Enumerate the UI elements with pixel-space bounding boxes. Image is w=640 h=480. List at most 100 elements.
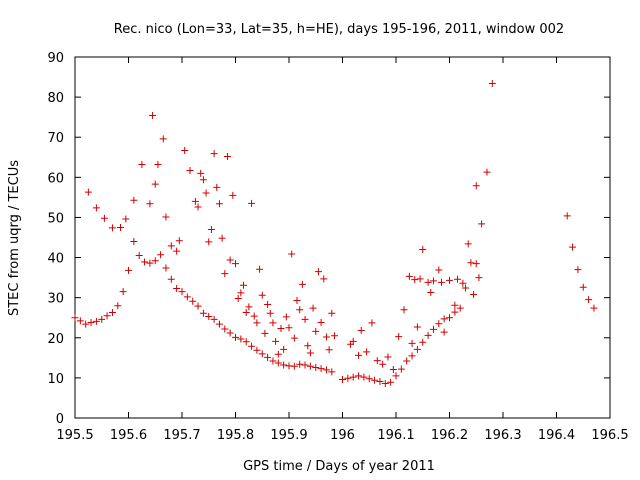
- data-point: [98, 315, 106, 323]
- data-point: [419, 246, 427, 254]
- data-point: [162, 213, 170, 221]
- data-point: [205, 238, 213, 246]
- data-point: [130, 238, 138, 246]
- data-point: [355, 372, 363, 380]
- data-point: [317, 365, 325, 373]
- data-point: [151, 180, 159, 188]
- data-point: [312, 327, 320, 335]
- data-point: [167, 242, 175, 250]
- data-point: [232, 260, 239, 268]
- data-point: [467, 259, 475, 267]
- x-axis: 195.5 195.6 195.7 195.8 195.9 196 196.1 196.2 19…: [56, 57, 629, 443]
- data-point: [397, 365, 405, 373]
- data-point: [451, 308, 459, 316]
- data-point: [277, 325, 285, 333]
- data-point: [213, 183, 221, 191]
- data-point: [103, 312, 111, 320]
- data-point: [215, 200, 223, 208]
- data-point: [403, 357, 411, 365]
- data-point: [151, 257, 159, 265]
- data-point: [472, 260, 480, 268]
- data-point: [84, 188, 92, 196]
- data-point: [245, 303, 253, 311]
- data-point: [226, 256, 234, 264]
- data-point: [339, 375, 346, 383]
- data-point: [146, 200, 154, 208]
- data-point: [207, 225, 215, 233]
- data-point: [149, 112, 157, 120]
- data-point: [269, 357, 277, 365]
- data-point: [202, 189, 210, 197]
- data-point: [320, 275, 328, 283]
- data-point: [454, 275, 462, 283]
- data-point: [197, 169, 205, 177]
- plot-frame: [74, 56, 611, 419]
- x-tick-label: 196.4: [538, 428, 575, 443]
- y-tick-label: 60: [47, 171, 64, 186]
- data-point: [579, 283, 587, 291]
- data-point: [125, 266, 132, 274]
- data-point: [290, 362, 298, 370]
- data-point: [226, 329, 234, 337]
- y-tick-label: 80: [47, 91, 64, 106]
- data-point: [357, 327, 365, 335]
- data-point: [141, 258, 149, 266]
- data-point: [304, 342, 312, 350]
- data-point: [173, 284, 181, 292]
- data-point: [322, 333, 330, 341]
- data-point: [167, 275, 175, 283]
- data-point: [322, 366, 330, 374]
- data-point: [435, 266, 443, 274]
- y-tick-label: 50: [47, 211, 64, 226]
- data-point: [427, 288, 435, 296]
- data-point: [408, 352, 416, 360]
- data-point: [459, 279, 467, 287]
- data-point: [456, 304, 464, 312]
- data-point: [290, 334, 298, 342]
- data-point: [76, 317, 84, 325]
- data-point: [408, 339, 416, 347]
- y-tick-label: 20: [47, 332, 64, 347]
- data-point: [92, 317, 100, 325]
- data-point: [191, 197, 199, 205]
- x-tick-label: 195.5: [56, 428, 93, 443]
- data-point: [258, 350, 266, 358]
- data-point: [215, 320, 223, 328]
- data-point: [424, 278, 432, 286]
- data-point: [376, 377, 384, 385]
- data-point: [253, 346, 261, 354]
- data-point: [183, 293, 191, 301]
- data-point: [389, 365, 397, 373]
- x-axis-label: GPS time / Days of year 2011: [243, 459, 435, 474]
- data-point: [478, 220, 486, 228]
- data-point: [130, 196, 138, 204]
- data-point: [178, 288, 186, 296]
- data-point: [306, 362, 314, 370]
- y-tick-label: 40: [47, 252, 64, 267]
- data-point: [440, 328, 448, 336]
- data-point: [365, 375, 373, 383]
- data-point: [446, 276, 453, 284]
- data-point: [280, 361, 288, 369]
- data-point: [392, 372, 400, 380]
- data-point: [237, 289, 245, 297]
- data-point: [296, 360, 304, 368]
- x-tick-label: 196: [330, 428, 355, 443]
- data-point: [312, 363, 320, 371]
- data-point: [411, 276, 419, 284]
- data-point: [416, 275, 424, 283]
- data-point: [429, 277, 437, 285]
- data-point: [223, 152, 231, 160]
- data-point: [381, 380, 389, 388]
- data-point: [298, 280, 306, 288]
- data-point: [330, 332, 338, 340]
- y-axis: 0 10 20 30 40 50 60 70 80 90: [47, 51, 610, 427]
- y-tick-label: 70: [47, 131, 64, 146]
- data-point: [325, 346, 333, 354]
- data-point: [285, 324, 293, 332]
- x-tick-label: 196.3: [484, 428, 521, 443]
- chart-title: Rec. nico (Lon=33, Lat=35, h=HE), days 1…: [114, 22, 564, 37]
- data-point: [266, 309, 274, 317]
- data-point: [232, 333, 239, 341]
- data-point: [194, 203, 202, 211]
